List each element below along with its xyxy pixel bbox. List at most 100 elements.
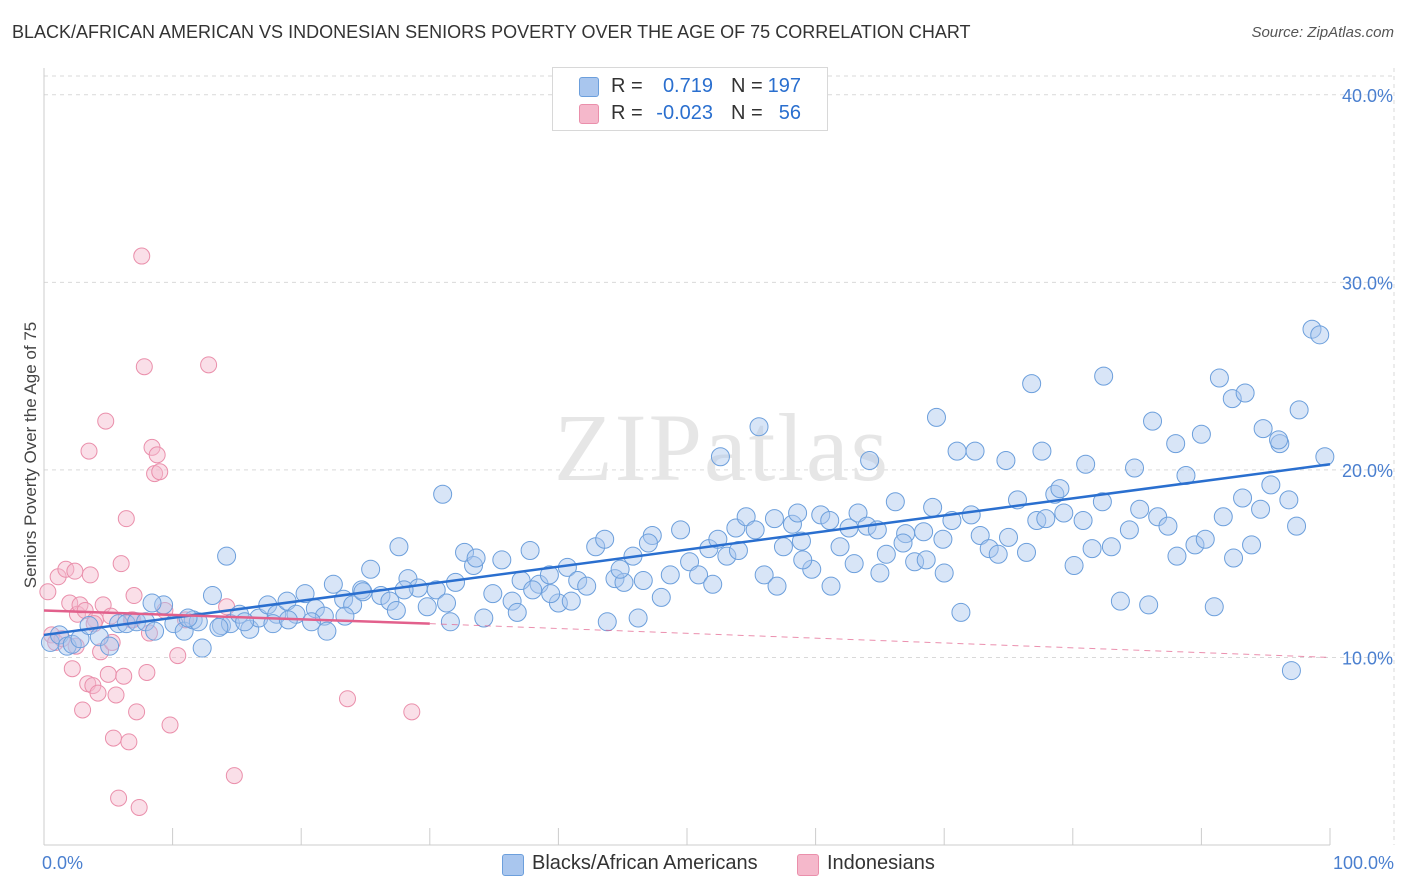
indonesians-point xyxy=(39,583,57,601)
indonesians-point xyxy=(130,798,148,816)
blacks-african-americans-point xyxy=(474,608,494,628)
blacks-african-americans-point xyxy=(466,548,486,568)
blacks-african-americans-point xyxy=(145,621,165,641)
y-tick-label: 10.0% xyxy=(1342,648,1393,668)
blacks-african-americans-point xyxy=(295,584,315,604)
blacks-african-americans-point xyxy=(568,571,588,591)
indonesians-point xyxy=(97,412,115,430)
indonesians-point xyxy=(138,663,156,681)
blacks-african-americans-point xyxy=(951,602,971,622)
blacks-african-americans-point xyxy=(821,576,841,596)
blacks-african-americans-point xyxy=(192,638,212,658)
blacks-african-americans-point xyxy=(979,539,999,559)
blacks-african-americans-point xyxy=(999,527,1018,547)
blacks-african-americans-point xyxy=(437,593,457,613)
indonesians-point xyxy=(99,665,117,683)
blacks-african-americans-point xyxy=(1191,424,1211,444)
blacks-african-americans-point xyxy=(380,591,400,611)
blacks-african-americans-point xyxy=(1167,546,1187,566)
blacks-african-americans-point xyxy=(492,550,512,570)
correlation-legend: R = 0.719 N = 197 R = -0.023 N = 56 xyxy=(552,67,828,131)
blacks-african-americans-point xyxy=(1195,529,1215,549)
blacks-african-americans-point xyxy=(361,559,381,579)
indonesians-point xyxy=(128,703,146,721)
blacks-african-americans-point xyxy=(520,541,540,561)
blacks-african-americans-point xyxy=(791,531,811,551)
y-tick-label: 40.0% xyxy=(1342,86,1393,106)
blacks-african-americans-point xyxy=(1139,595,1159,615)
blacks-african-americans-point xyxy=(386,601,406,621)
blacks-african-americans-point xyxy=(389,537,409,557)
blacks-african-americans-point xyxy=(1166,434,1186,454)
blacks-african-americans-point xyxy=(710,447,730,467)
indonesians-point xyxy=(63,660,81,678)
blacks-african-americans-point xyxy=(1302,319,1322,339)
blacks-african-americans-point xyxy=(142,593,162,613)
blacks-african-americans-point xyxy=(1289,400,1309,420)
blacks-african-americans-point xyxy=(577,576,597,596)
blacks-african-americans-point xyxy=(62,634,82,654)
y-tick-label: 30.0% xyxy=(1342,273,1393,293)
blacks-african-americans-point xyxy=(1235,383,1255,403)
blacks-african-americans-point xyxy=(749,417,769,437)
series-label: Blacks/African Americans xyxy=(532,852,758,874)
blacks-african-americans-point xyxy=(947,441,967,461)
blacks-african-americans-point xyxy=(464,556,484,576)
blacks-african-americans-point xyxy=(1050,479,1070,499)
blacks-african-americans-point xyxy=(1082,539,1102,559)
blacks-african-americans-point xyxy=(844,554,864,574)
blacks-african-americans-point xyxy=(1310,325,1330,345)
blacks-african-americans-point xyxy=(1017,542,1037,562)
indonesians-points xyxy=(39,247,421,816)
chart-title: BLACK/AFRICAN AMERICAN VS INDONESIAN SEN… xyxy=(12,22,971,42)
blacks-african-americans-point xyxy=(754,565,774,585)
blacks-african-americans-point xyxy=(610,559,630,579)
blue-swatch-icon xyxy=(579,77,599,97)
blacks-african-americans-point xyxy=(628,608,648,628)
indonesians-point xyxy=(74,701,92,719)
indonesians-point xyxy=(125,587,143,605)
indonesians-point xyxy=(107,686,125,704)
blacks-african-americans-point xyxy=(217,546,237,566)
blacks-african-americans-point xyxy=(916,550,936,570)
blacks-african-americans-point xyxy=(633,571,653,591)
legend-row-blacks: R = 0.719 N = 197 xyxy=(553,74,827,100)
blacks-african-americans-point xyxy=(1222,389,1242,409)
blacks-african-americans-point xyxy=(1204,597,1224,617)
blacks-african-americans-point xyxy=(1224,548,1244,568)
blacks-trend-line xyxy=(43,463,1331,637)
blacks-african-americans-point xyxy=(1073,511,1093,531)
indonesians-point xyxy=(120,733,138,751)
indonesians-trend-extension xyxy=(429,623,1331,658)
blacks-african-americans-point xyxy=(507,602,527,622)
blacks-african-americans-point xyxy=(1130,499,1150,519)
blacks-african-americans-point xyxy=(317,621,337,641)
blacks-african-americans-point xyxy=(1054,503,1074,523)
blacks-african-americans-point xyxy=(689,565,709,585)
blacks-african-americans-point xyxy=(417,597,437,617)
pink-swatch-icon xyxy=(797,854,819,876)
blacks-african-americans-point xyxy=(483,584,503,604)
axes xyxy=(43,68,1331,846)
blacks-african-americans-point xyxy=(988,544,1008,564)
indonesians-point xyxy=(338,690,356,708)
blacks-african-americans-point xyxy=(1281,661,1301,681)
r-label: R = xyxy=(611,75,643,97)
blacks-african-americans-point xyxy=(773,537,793,557)
blacks-african-americans-point xyxy=(433,484,453,504)
blacks-african-americans-point xyxy=(440,612,460,632)
blacks-african-americans-point xyxy=(1022,374,1042,394)
chart-source: Source: ZipAtlas.com xyxy=(1251,24,1394,41)
blacks-african-americans-point xyxy=(1101,537,1121,557)
blacks-african-americans-point xyxy=(996,451,1016,470)
blacks-african-americans-point xyxy=(885,492,905,512)
blacks-african-americans-point xyxy=(717,546,737,566)
indonesians-point xyxy=(104,729,122,747)
n-value: 56 xyxy=(778,102,801,124)
blacks-african-americans-point xyxy=(680,552,700,572)
blacks-african-americans-point xyxy=(446,572,466,592)
r-value: 0.719 xyxy=(662,75,713,97)
blacks-african-americans-point xyxy=(736,507,756,527)
blacks-african-americans-point xyxy=(767,576,787,596)
blacks-african-americans-point xyxy=(788,503,808,523)
